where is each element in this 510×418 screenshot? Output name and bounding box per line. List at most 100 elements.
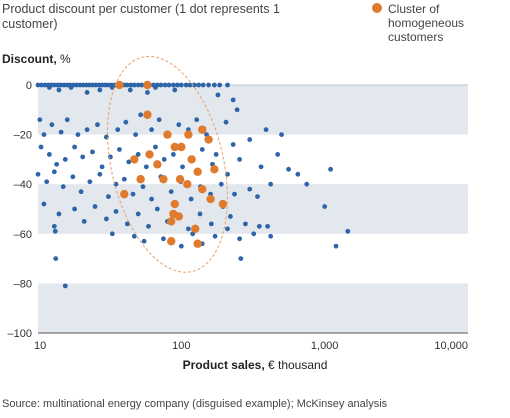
customer-dot: [232, 191, 237, 197]
customer-dot: [206, 82, 212, 88]
customer-dot: [130, 191, 136, 197]
customer-dot: [170, 82, 176, 88]
customer-dot: [225, 226, 230, 232]
customer-dot: [223, 119, 229, 125]
customer-dot: [168, 189, 174, 195]
customer-dot: [194, 117, 200, 123]
customer-dot: [153, 85, 158, 90]
customer-dot: [234, 107, 240, 113]
cluster-dot: [136, 175, 145, 184]
customer-dot: [185, 226, 191, 232]
customer-dot: [237, 157, 243, 162]
customer-dot: [138, 112, 144, 118]
customer-dot: [72, 206, 77, 212]
customer-dot: [188, 196, 194, 202]
cluster-dot: [187, 155, 196, 164]
x-axis-label: Product sales, € thousand: [0, 358, 510, 372]
customer-dot: [97, 171, 103, 177]
customer-dot: [87, 179, 93, 185]
customer-dot: [279, 132, 284, 138]
y-tick-label: –80: [14, 278, 32, 290]
customer-dot: [256, 223, 262, 229]
customer-dot: [135, 82, 141, 88]
y-tick-label: 0: [26, 80, 32, 92]
customer-dot: [128, 82, 134, 88]
customer-dot: [178, 82, 184, 88]
customer-dot: [97, 87, 103, 93]
x-tick-label: 1,000: [311, 340, 339, 352]
cluster-dot: [210, 165, 219, 174]
legend-swatch-cluster: [372, 3, 382, 13]
customer-dot: [53, 256, 59, 261]
x-tick-label: 100: [172, 340, 190, 352]
customer-dot: [81, 219, 87, 224]
customer-dot: [145, 90, 150, 95]
customer-dot: [49, 122, 55, 128]
customer-dot: [46, 152, 52, 157]
customer-dot: [84, 90, 90, 95]
customer-dot: [247, 137, 253, 142]
cluster-dot: [198, 184, 207, 194]
customer-dot: [131, 233, 137, 239]
customer-dot: [255, 194, 260, 200]
cluster-dot: [143, 80, 152, 90]
customer-dot: [166, 82, 172, 88]
customer-dot: [54, 161, 60, 167]
customer-dot: [243, 221, 248, 227]
cluster-dot: [183, 180, 192, 189]
customer-dot: [230, 97, 236, 103]
cluster-dot: [130, 155, 139, 164]
customer-dot: [228, 214, 233, 219]
customer-dot: [218, 181, 224, 187]
customer-dot: [72, 144, 77, 150]
y-axis-label: Discount, %: [2, 52, 71, 66]
customer-dot: [304, 181, 310, 187]
customer-dot: [268, 233, 274, 239]
customer-dot: [113, 209, 119, 214]
customer-dot: [295, 171, 301, 177]
customer-dot: [199, 147, 205, 152]
cluster-dot: [170, 199, 179, 209]
y-tick-label: –20: [14, 130, 32, 142]
customer-dot: [115, 127, 121, 133]
y-tick-label: –60: [14, 229, 32, 241]
legend-label-cluster: Cluster of homogeneous customers: [388, 2, 465, 44]
customer-dot: [230, 142, 236, 147]
customer-dot: [121, 176, 127, 182]
customer-dot: [133, 132, 139, 138]
customer-dot: [80, 154, 86, 160]
customer-dot: [108, 154, 113, 160]
legend: Cluster of homogeneous customers: [372, 2, 502, 44]
customer-dot: [44, 179, 50, 185]
customer-dot: [258, 164, 264, 170]
cluster-dot: [159, 175, 168, 184]
customer-dot: [156, 117, 162, 123]
x-axis-label-unit: € thousand: [264, 358, 328, 372]
customer-dot: [322, 204, 328, 209]
customer-dot: [78, 189, 84, 195]
customer-dot: [200, 82, 206, 88]
customer-dot: [196, 82, 202, 88]
chart-title: Product discount per customer (1 dot rep…: [2, 2, 280, 31]
customer-dot: [153, 144, 158, 150]
customer-dot: [208, 221, 214, 227]
customer-dot: [213, 152, 219, 157]
customer-dot: [90, 82, 95, 88]
cluster-dot: [184, 130, 193, 139]
customer-dot: [154, 206, 160, 212]
customer-dot: [68, 85, 74, 90]
cluster-dot: [153, 160, 162, 169]
cluster-dot: [120, 189, 129, 199]
customer-dot: [140, 184, 146, 190]
customer-dot: [38, 144, 44, 150]
customer-dot: [117, 147, 122, 152]
cluster-dot: [198, 125, 207, 134]
customer-dot: [135, 211, 141, 217]
customer-dot: [99, 164, 105, 170]
customer-dot: [64, 117, 70, 123]
customer-dot: [275, 152, 281, 157]
source-note: Source: multinational energy company (di…: [2, 398, 388, 410]
customer-dot: [51, 223, 57, 229]
customer-dot: [37, 117, 43, 123]
customer-dot: [35, 171, 41, 177]
